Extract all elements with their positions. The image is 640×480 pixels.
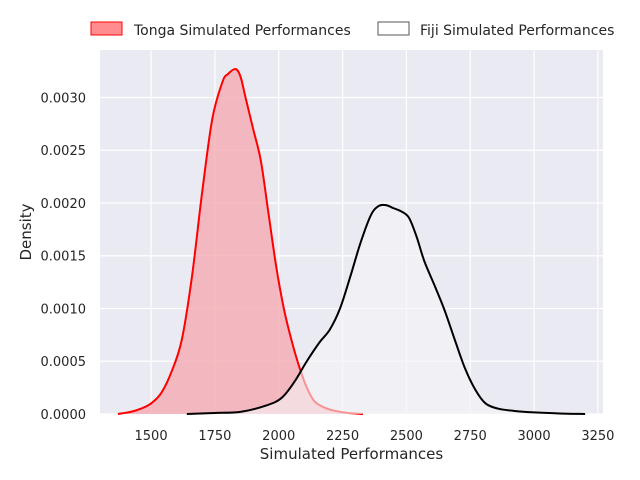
density-areas bbox=[117, 67, 586, 415]
legend: Tonga Simulated Performances Fiji Simula… bbox=[90, 21, 614, 39]
y-tick-label: 0.0000 bbox=[41, 408, 87, 423]
legend-label-tonga: Tonga Simulated Performances bbox=[133, 23, 351, 39]
y-tick-label: 0.0015 bbox=[41, 250, 87, 265]
y-axis-ticks: 0.0000 0.0005 0.0010 0.0015 0.0020 0.0025 0.00… bbox=[41, 91, 87, 423]
x-tick-label: 1500 bbox=[135, 429, 168, 444]
x-axis-ticks: 1500 1750 2000 2250 2500 2750 3000 3250 bbox=[135, 429, 615, 444]
x-tick-label: 2500 bbox=[390, 429, 423, 444]
y-tick-label: 0.0005 bbox=[41, 355, 87, 370]
y-axis-label: Density bbox=[17, 203, 35, 260]
y-tick-label: 0.0025 bbox=[41, 144, 87, 159]
x-tick-label: 3000 bbox=[518, 429, 551, 444]
density-fill-fiji bbox=[186, 204, 586, 414]
y-tick-label: 0.0010 bbox=[41, 302, 87, 317]
density-fill-tonga bbox=[117, 68, 363, 414]
density-line-fiji bbox=[186, 203, 586, 415]
x-tick-label: 2000 bbox=[262, 429, 295, 444]
legend-swatch-fiji bbox=[377, 21, 410, 36]
y-tick-label: 0.0020 bbox=[41, 197, 87, 212]
x-tick-label: 3250 bbox=[581, 429, 614, 444]
x-tick-label: 1750 bbox=[198, 429, 231, 444]
x-axis-label: Simulated Performances bbox=[260, 445, 444, 463]
x-tick-label: 2250 bbox=[326, 429, 359, 444]
legend-label-fiji: Fiji Simulated Performances bbox=[420, 23, 614, 39]
x-tick-label: 2750 bbox=[454, 429, 487, 444]
y-tick-label: 0.0030 bbox=[41, 91, 87, 106]
legend-swatch-tonga bbox=[90, 21, 123, 36]
